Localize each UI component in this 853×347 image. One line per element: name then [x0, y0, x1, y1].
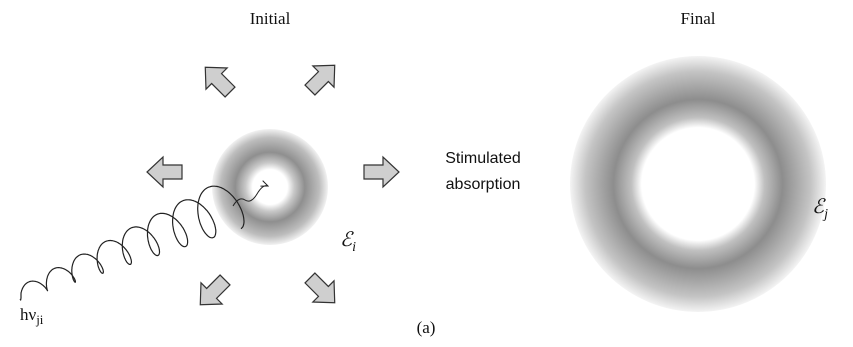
- caption: (a): [417, 318, 436, 337]
- final-title: Final: [681, 9, 716, 28]
- photon-wave: [20, 186, 244, 300]
- energy-subscript: i: [352, 240, 356, 255]
- energy-label: ℰi: [340, 229, 356, 255]
- arrow: [147, 157, 182, 187]
- arrow: [299, 267, 345, 313]
- photon-label: hνji: [20, 305, 44, 327]
- arrow: [299, 55, 345, 101]
- arrow: [364, 157, 399, 187]
- initial-orbital: [212, 129, 328, 245]
- photon-symbol: hν: [20, 305, 37, 324]
- arrow: [195, 57, 241, 103]
- final-orbital: [570, 56, 826, 312]
- process-label: Stimulated: [445, 150, 521, 167]
- photon-subscript: ji: [35, 312, 44, 327]
- process-label: absorption: [446, 176, 521, 193]
- figure: Initial Final Stimulated absorption ℰi ℰ…: [0, 0, 853, 347]
- arrow: [190, 269, 236, 315]
- initial-title: Initial: [250, 9, 291, 28]
